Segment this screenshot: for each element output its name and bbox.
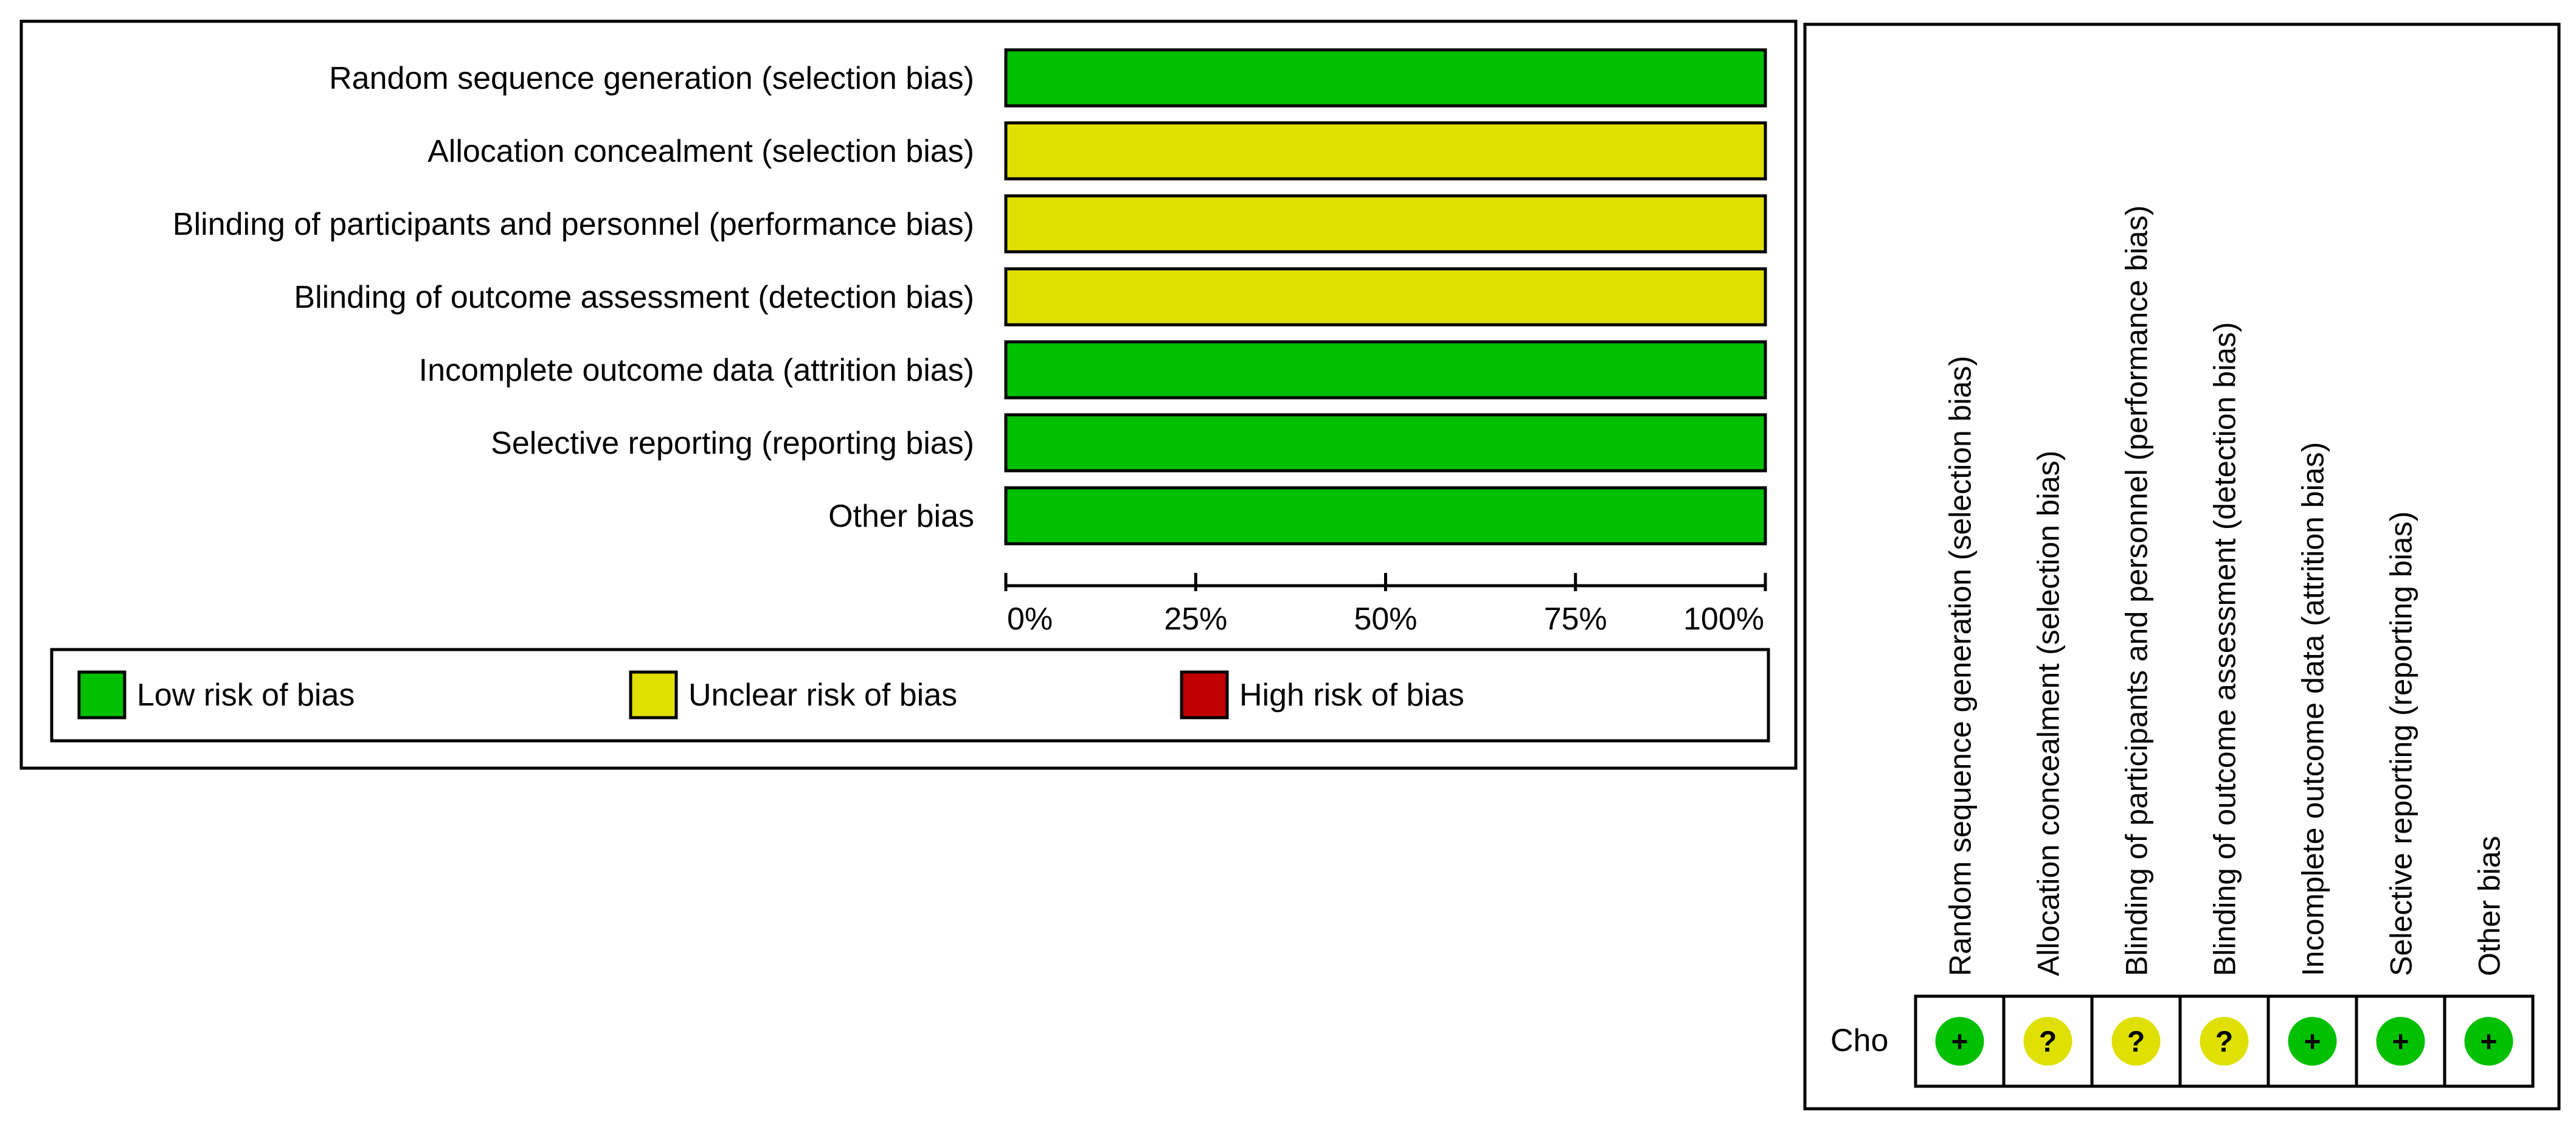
judgement-unclear-icon	[2200, 1017, 2249, 1066]
bar-segment	[1004, 267, 1767, 327]
bar-segment	[1004, 486, 1767, 546]
legend-swatch	[1180, 670, 1229, 720]
column-header: Other bias	[2473, 836, 2507, 976]
legend: Low risk of bias Unclear risk of bias High…	[77, 670, 1464, 720]
judgement-grid: +??? + + +	[1914, 994, 2535, 1088]
category-labels: Random sequence generation (selection bi…	[173, 61, 974, 534]
judgement-low-icon	[2376, 1017, 2425, 1066]
judgement-low-icon	[2464, 1017, 2513, 1066]
judgement-unclear-icon	[2111, 1017, 2161, 1066]
x-tick-label: 50%	[1354, 602, 1417, 637]
category-label: Blinding of outcome assessment (detectio…	[294, 280, 974, 315]
category-label: Allocation concealment (selection bias)	[428, 134, 974, 169]
x-tick-label: 0%	[1007, 602, 1053, 637]
column-header: Random sequence generation (selection bi…	[1944, 356, 1978, 976]
category-label: Selective reporting (reporting bias)	[491, 426, 974, 461]
bar-segment	[1004, 413, 1767, 473]
legend-box	[50, 648, 1770, 743]
category-label: Other bias	[828, 499, 974, 534]
column-headers: Random sequence generation (selection bi…	[1944, 206, 2507, 976]
judgement-symbol: ?	[2039, 1026, 2057, 1058]
study-label: Cho	[1830, 1023, 1888, 1058]
x-tick-label: 25%	[1164, 602, 1227, 637]
legend-label: Unclear risk of bias	[688, 678, 957, 713]
judgement-symbol: +	[1951, 1026, 1968, 1058]
bar-segment	[1004, 340, 1767, 400]
grid-outline	[1914, 994, 2535, 1088]
table-panel-frame	[1803, 23, 2561, 1111]
judgement-symbol: +	[2392, 1026, 2409, 1058]
judgement-symbol: +	[2480, 1026, 2497, 1058]
judgement-symbol: +	[2304, 1026, 2321, 1058]
legend-label: Low risk of bias	[137, 678, 355, 713]
bar-segment	[1004, 121, 1767, 181]
bar-segment	[1004, 194, 1767, 254]
category-label: Incomplete outcome data (attrition bias)	[419, 353, 974, 388]
judgement-unclear-icon	[2023, 1017, 2072, 1066]
judgement-low-icon	[2288, 1017, 2337, 1066]
x-tick-label: 75%	[1544, 602, 1607, 637]
x-tick-label: 100%	[1683, 602, 1764, 637]
column-header: Blinding of participants and personnel (…	[2120, 206, 2154, 976]
legend-label: High risk of bias	[1239, 678, 1464, 713]
judgement-low-icon	[1935, 1017, 1984, 1066]
column-header: Allocation concealment (selection bias)	[2032, 451, 2066, 976]
category-label: Blinding of participants and personnel (…	[173, 207, 974, 242]
column-header: Selective reporting (reporting bias)	[2384, 511, 2418, 976]
category-label: Random sequence generation (selection bi…	[329, 61, 974, 96]
judgement-symbol: ?	[2215, 1026, 2233, 1058]
legend-swatch	[629, 670, 678, 720]
legend-swatch	[77, 670, 126, 720]
x-axis: 0% 25% 50% 75% 100%	[1004, 573, 1767, 637]
column-header: Blinding of outcome assessment (detectio…	[2208, 322, 2242, 976]
bars	[1004, 48, 1767, 546]
bar-segment	[1004, 48, 1767, 108]
column-header: Incomplete outcome data (attrition bias)	[2296, 442, 2330, 976]
judgement-symbol: ?	[2127, 1026, 2145, 1058]
